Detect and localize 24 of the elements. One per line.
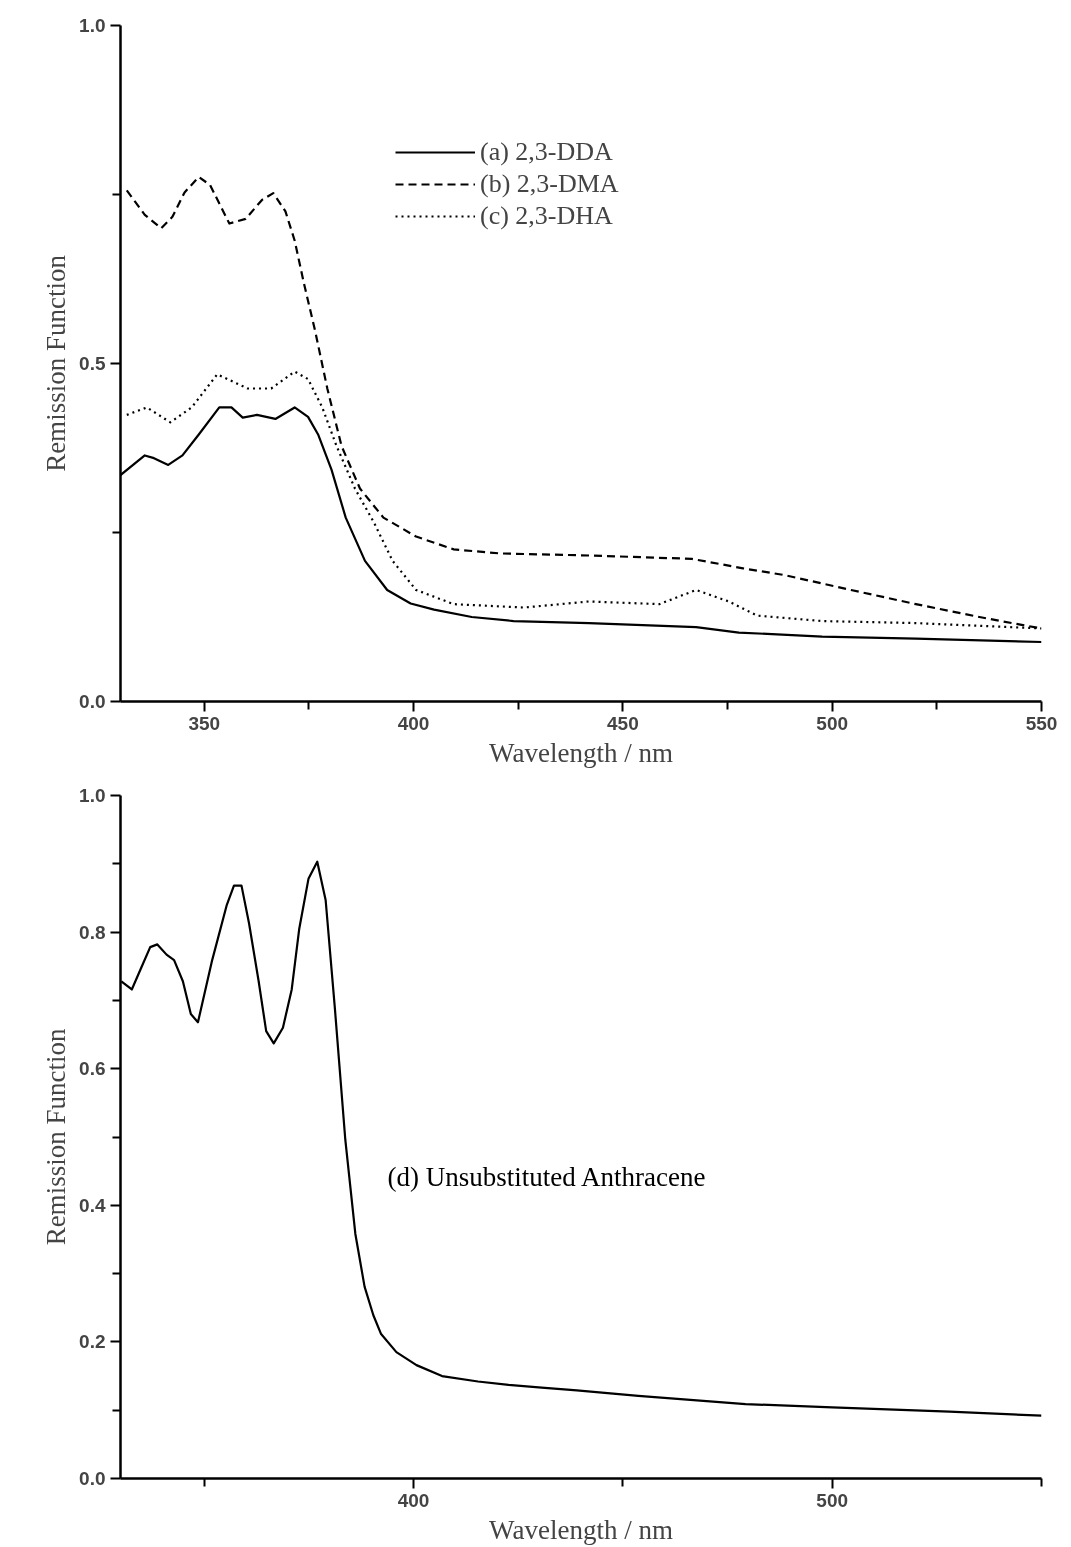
y-tick-label: 0.0	[79, 1468, 106, 1489]
legend-label: (c) 2,3-DHA	[480, 201, 613, 231]
y-tick-label: 0.6	[79, 1058, 106, 1080]
x-tick-label: 500	[816, 1489, 849, 1511]
y-tick-label: 0.5	[79, 353, 106, 374]
y-tick-label: 0.2	[79, 1331, 106, 1353]
y-tick-label: 0.0	[79, 691, 106, 712]
y-axis-title: Remission Function	[41, 254, 72, 472]
y-tick-label: 0.4	[79, 1194, 106, 1216]
legend-label: (a) 2,3-DDA	[480, 137, 613, 167]
x-axis-title: Wavelength / nm	[489, 1514, 673, 1545]
series-label: (d) Unsubstituted Anthracene	[387, 1161, 706, 1192]
y-tick-label: 1.0	[79, 785, 106, 806]
x-tick-label: 400	[397, 712, 430, 734]
y-axis-title: Remission Function	[41, 1028, 72, 1246]
y-tick-label: 1.0	[79, 15, 106, 36]
x-axis-title: Wavelength / nm	[489, 737, 673, 768]
x-tick-label: 350	[188, 712, 221, 734]
x-tick-label: 550	[1025, 712, 1058, 734]
legend-label: (b) 2,3-DMA	[480, 169, 619, 199]
x-tick-label: 450	[607, 712, 639, 734]
x-tick-label: 400	[397, 1489, 430, 1511]
x-tick-label: 500	[816, 712, 849, 734]
y-tick-label: 0.8	[79, 921, 106, 943]
